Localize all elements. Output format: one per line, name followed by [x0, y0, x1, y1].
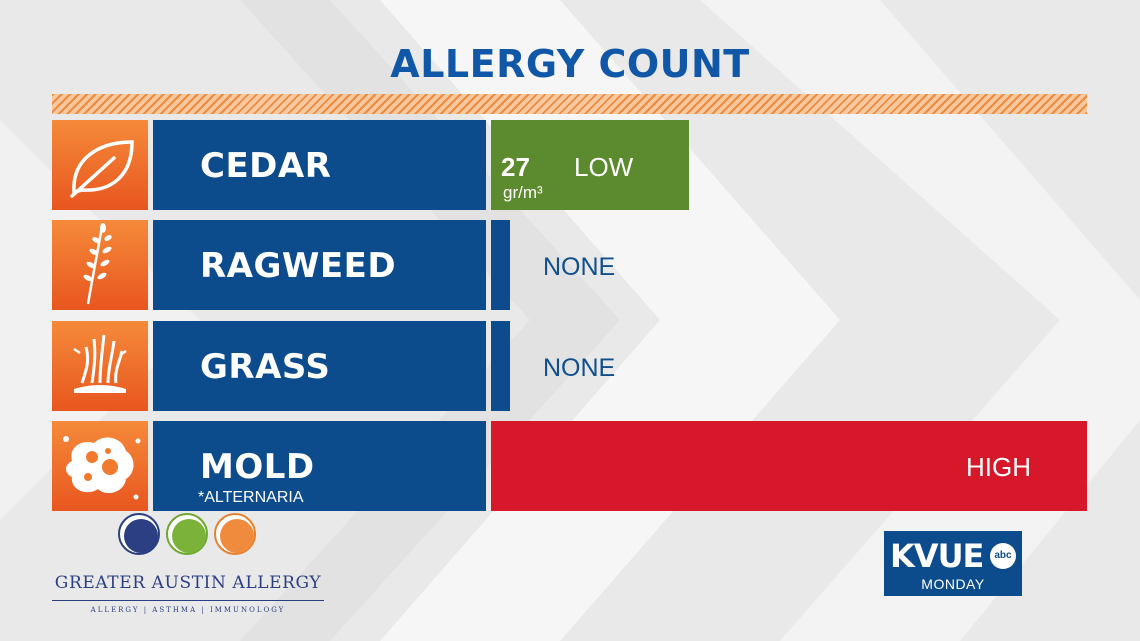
sponsor-tagline: ALLERGY | ASTHMA | IMMUNOLOGY [90, 606, 286, 614]
page-title: ALLERGY COUNT [390, 42, 750, 86]
ragweed-icon [83, 223, 112, 305]
cedar-unit: gr/m³ [503, 183, 543, 202]
food-badge-icon [214, 513, 256, 555]
striped-divider [52, 94, 1087, 114]
mold-subtitle: *ALTERNARIA [198, 489, 304, 506]
grass-level-bar [491, 321, 510, 411]
plant-badge-icon [118, 513, 160, 555]
cedar-count: 27 [501, 152, 530, 182]
grass-level: NONE [543, 354, 616, 382]
cedar-level-bar: 27 gr/m³ LOW [491, 120, 689, 210]
allergen-name: MOLD [200, 447, 315, 487]
ragweed-level-bar [491, 220, 510, 310]
station-name: KVUE [890, 537, 984, 575]
cedar-level: LOW [574, 152, 634, 182]
cedar-name-panel: CEDAR [153, 120, 486, 210]
allergen-name: CEDAR [200, 146, 332, 186]
sponsor-divider [52, 600, 324, 601]
station-logo: KVUE abc MONDAY [884, 531, 1022, 596]
grass-name-panel: GRASS [153, 321, 486, 411]
ragweed-level: NONE [543, 253, 616, 281]
cedar-icon-tile [52, 120, 148, 210]
abc-logo-icon: abc [990, 543, 1016, 569]
leaf-icon [70, 140, 134, 198]
ragweed-icon-tile [52, 220, 148, 310]
mold-icon-tile [52, 421, 148, 511]
mold-level-bar: HIGH [491, 421, 1087, 511]
mold-name-panel: MOLD *ALTERNARIA [153, 421, 486, 511]
allergen-name: RAGWEED [200, 246, 397, 286]
ragweed-name-panel: RAGWEED [153, 220, 486, 310]
grass-icon [73, 334, 127, 393]
bee-badge-icon [166, 513, 208, 555]
mold-icon [63, 436, 141, 500]
grass-icon-tile [52, 321, 148, 411]
mold-level: HIGH [966, 452, 1031, 482]
sponsor-name: GREATER AUSTIN ALLERGY [54, 573, 322, 593]
day-label: MONDAY [921, 576, 985, 592]
allergen-name: GRASS [200, 347, 331, 387]
